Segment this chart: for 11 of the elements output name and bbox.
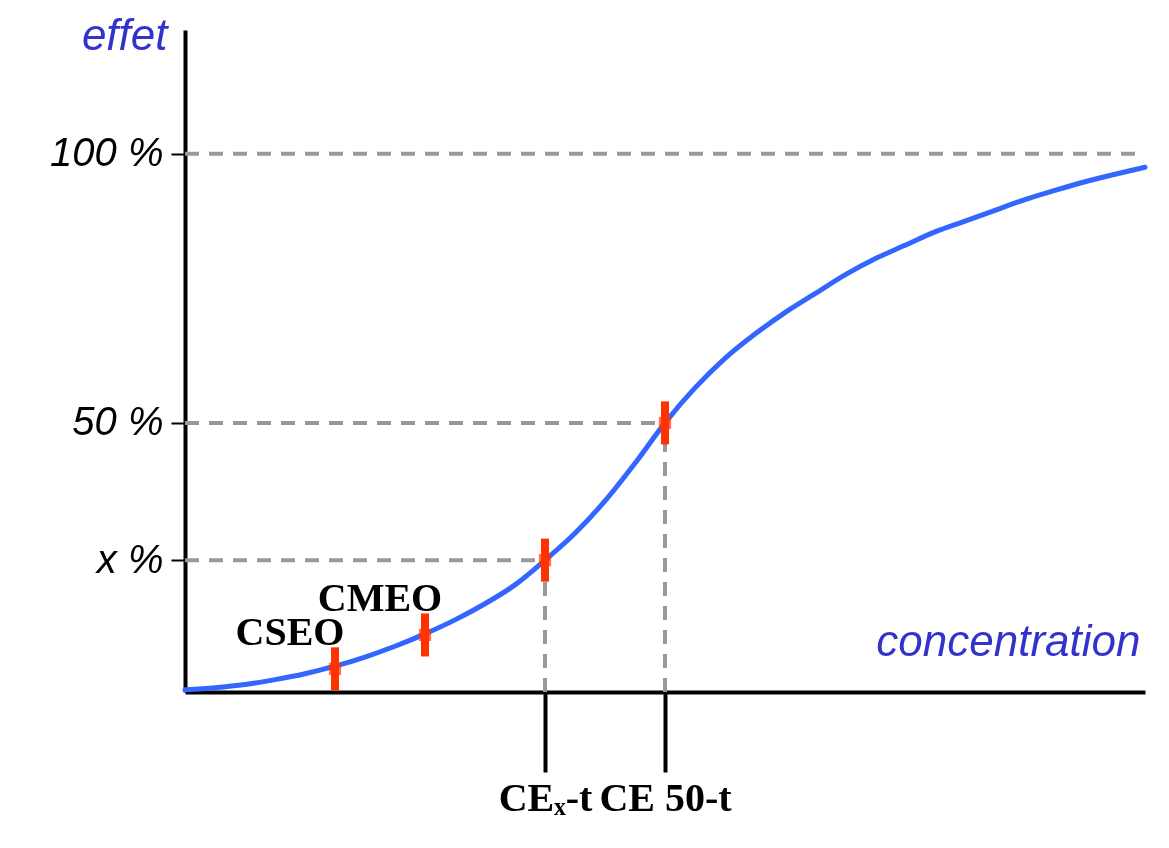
point: [658, 416, 672, 430]
point: [538, 554, 552, 567]
x-tick-label: CE 50-t: [599, 774, 733, 820]
y-axis-title: effet: [81, 9, 170, 59]
y-tick-label: 100 %: [50, 130, 164, 175]
point: [418, 628, 432, 642]
x-tick-label: CEₓ-t: [498, 774, 593, 820]
x-axis-title: concentration: [876, 615, 1141, 665]
y-tick-label: x %: [94, 536, 164, 581]
y-tick-label: 50 %: [72, 399, 164, 444]
point: [328, 662, 342, 675]
